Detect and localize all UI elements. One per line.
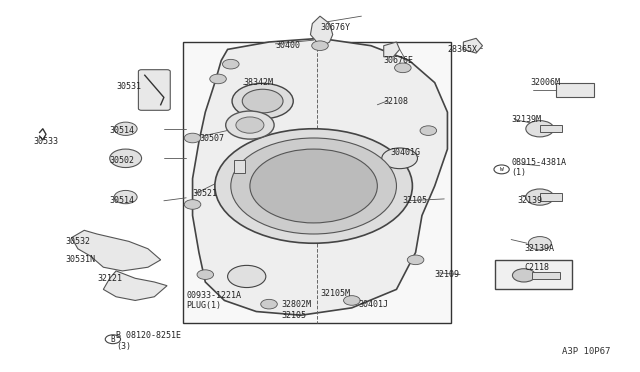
Circle shape (231, 138, 396, 234)
Text: 30676E: 30676E (384, 56, 413, 65)
Text: B 08120-8251E
(3): B 08120-8251E (3) (116, 331, 181, 351)
Text: 32802M: 32802M (282, 300, 312, 309)
Text: 30401G: 30401G (390, 148, 420, 157)
Text: 32108: 32108 (384, 97, 409, 106)
Circle shape (184, 200, 201, 209)
Circle shape (526, 189, 554, 205)
Text: 30533: 30533 (33, 137, 58, 146)
Text: W: W (500, 167, 504, 172)
Text: 32105: 32105 (403, 196, 428, 205)
Circle shape (184, 133, 201, 143)
Text: 32109: 32109 (435, 270, 460, 279)
Circle shape (228, 265, 266, 288)
Text: 28365X: 28365X (447, 45, 477, 54)
Circle shape (250, 149, 378, 223)
Circle shape (210, 74, 227, 84)
Bar (183, 42, 451, 323)
Circle shape (236, 117, 264, 133)
Text: 30502: 30502 (109, 155, 134, 165)
Text: 32139: 32139 (518, 196, 543, 205)
Circle shape (260, 299, 277, 309)
Circle shape (420, 126, 436, 135)
Circle shape (226, 111, 274, 139)
Text: 30507: 30507 (199, 134, 224, 142)
Circle shape (394, 63, 411, 73)
Circle shape (197, 270, 214, 279)
Text: 32139A: 32139A (524, 244, 554, 253)
FancyBboxPatch shape (138, 70, 170, 110)
Text: 30531: 30531 (116, 82, 141, 91)
Text: 30514: 30514 (109, 126, 134, 135)
Circle shape (382, 148, 417, 169)
Circle shape (513, 269, 536, 282)
Circle shape (243, 89, 283, 113)
Text: 30521: 30521 (193, 189, 218, 198)
Text: B: B (111, 335, 115, 344)
Text: 32105M: 32105M (320, 289, 350, 298)
Text: 38342M: 38342M (244, 78, 273, 87)
Bar (234, 160, 246, 173)
Text: 32105: 32105 (282, 311, 307, 320)
Text: 32006M: 32006M (531, 78, 560, 87)
Text: 30400: 30400 (275, 41, 300, 50)
Circle shape (215, 129, 412, 243)
Polygon shape (463, 38, 483, 53)
Text: A3P 10P67: A3P 10P67 (561, 347, 610, 356)
Polygon shape (193, 38, 447, 315)
Polygon shape (310, 16, 333, 46)
Circle shape (223, 60, 239, 69)
Text: 30401J: 30401J (358, 300, 388, 309)
Text: 00933-1221A
PLUG(1): 00933-1221A PLUG(1) (186, 291, 241, 310)
Polygon shape (72, 230, 161, 271)
Bar (495, 260, 572, 289)
Text: 30531N: 30531N (65, 255, 95, 264)
Bar (540, 125, 562, 132)
Bar (532, 272, 560, 279)
Circle shape (114, 190, 137, 204)
Text: 32139M: 32139M (511, 115, 541, 124)
Text: 30676Y: 30676Y (320, 23, 350, 32)
Circle shape (114, 122, 137, 135)
Circle shape (529, 237, 551, 250)
Polygon shape (384, 42, 399, 57)
Text: 30532: 30532 (65, 237, 90, 246)
Circle shape (344, 296, 360, 305)
Text: 30514: 30514 (109, 196, 134, 205)
Text: 08915-4381A
(1): 08915-4381A (1) (511, 158, 566, 177)
Circle shape (109, 149, 141, 167)
Circle shape (407, 255, 424, 264)
Bar (556, 83, 594, 97)
Text: 32121: 32121 (97, 274, 122, 283)
Circle shape (312, 41, 328, 51)
Polygon shape (103, 271, 167, 301)
Circle shape (526, 121, 554, 137)
Text: C2118: C2118 (524, 263, 549, 272)
Bar (540, 193, 562, 201)
Circle shape (232, 83, 293, 119)
